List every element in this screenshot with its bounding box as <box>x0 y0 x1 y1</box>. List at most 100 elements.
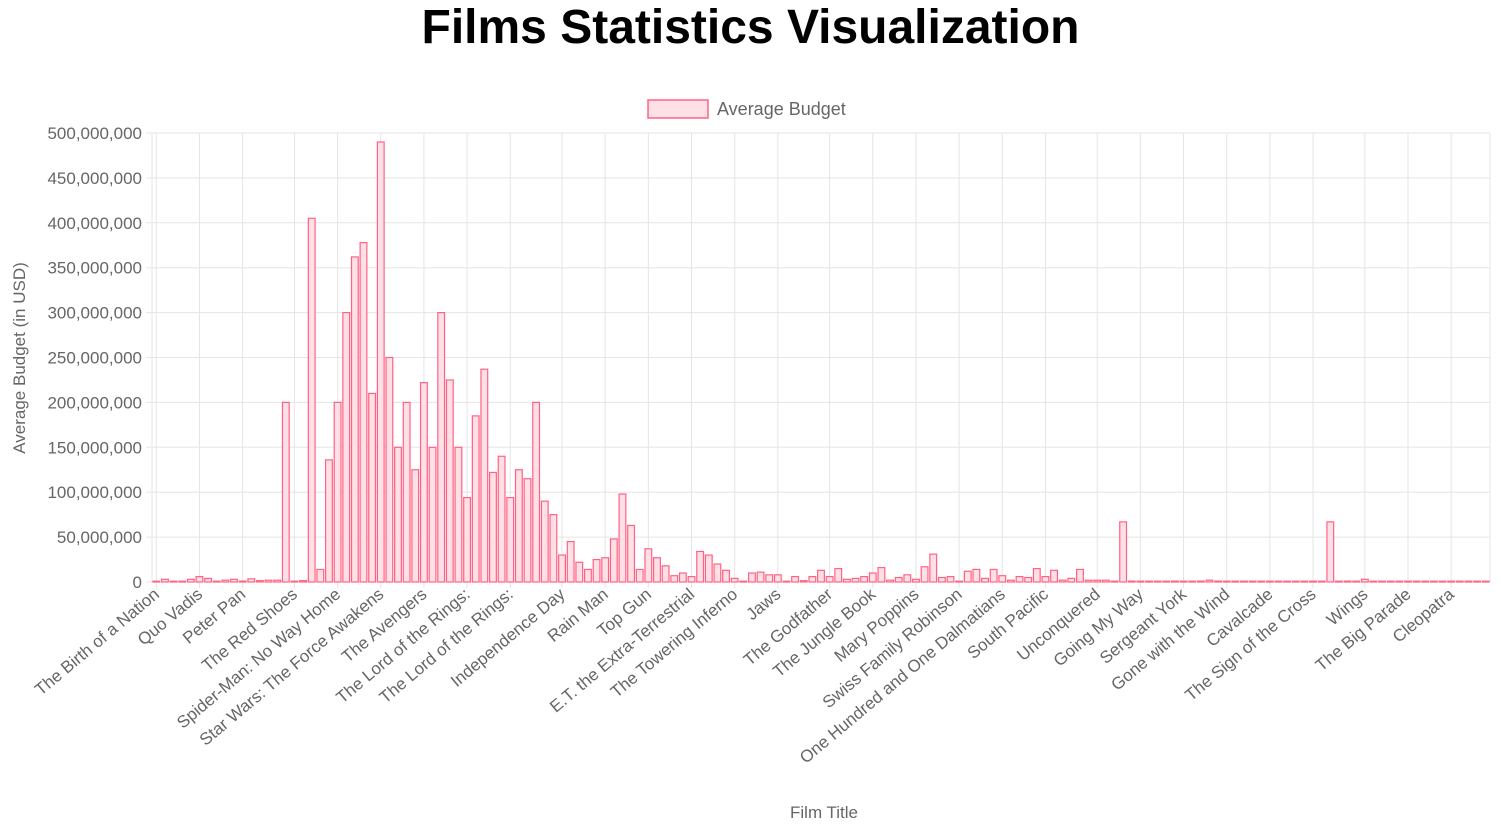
bar[interactable] <box>575 561 584 583</box>
bar[interactable] <box>221 579 230 583</box>
bar[interactable] <box>1188 580 1197 583</box>
bar[interactable] <box>359 241 368 583</box>
bar[interactable] <box>1291 580 1300 583</box>
bar[interactable] <box>1326 521 1335 583</box>
bar[interactable] <box>411 469 420 583</box>
bar[interactable] <box>1050 569 1059 583</box>
bar[interactable] <box>894 576 903 583</box>
bar[interactable] <box>963 570 972 583</box>
bar[interactable] <box>1015 576 1024 583</box>
bar[interactable] <box>350 256 359 583</box>
bar[interactable] <box>678 572 687 583</box>
bar[interactable] <box>1196 580 1205 583</box>
bar[interactable] <box>255 580 264 583</box>
bar[interactable] <box>1447 580 1456 583</box>
bar[interactable] <box>324 459 333 583</box>
bar[interactable] <box>1352 580 1361 583</box>
bar[interactable] <box>592 558 601 583</box>
bar[interactable] <box>877 567 886 583</box>
bar[interactable] <box>152 580 161 583</box>
bar[interactable] <box>653 557 661 583</box>
bar[interactable] <box>583 568 592 583</box>
bar[interactable] <box>687 576 696 583</box>
bar[interactable] <box>480 368 489 583</box>
bar[interactable] <box>609 538 618 583</box>
bar[interactable] <box>1214 580 1223 583</box>
legend[interactable]: Average Budget <box>647 99 846 119</box>
bar[interactable] <box>238 580 247 583</box>
bar[interactable] <box>808 576 817 583</box>
bar[interactable] <box>1006 579 1015 583</box>
bar[interactable] <box>722 569 731 583</box>
bar[interactable] <box>1481 580 1490 583</box>
bar[interactable] <box>713 563 722 583</box>
bar[interactable] <box>186 578 195 583</box>
bar[interactable] <box>428 446 437 583</box>
bar[interactable] <box>549 514 558 583</box>
bar[interactable] <box>523 478 532 583</box>
bar[interactable] <box>911 578 920 583</box>
bar[interactable] <box>212 580 221 583</box>
bar[interactable] <box>1136 580 1145 583</box>
bar[interactable] <box>489 471 497 583</box>
bar[interactable] <box>903 574 912 583</box>
bar[interactable] <box>532 401 541 583</box>
bar[interactable] <box>264 579 273 583</box>
bar[interactable] <box>1231 580 1240 583</box>
bar[interactable] <box>989 568 998 583</box>
bar[interactable] <box>1386 580 1395 583</box>
bar[interactable] <box>1334 580 1343 583</box>
bar[interactable] <box>834 567 843 583</box>
bar[interactable] <box>1317 580 1326 583</box>
bar[interactable] <box>1179 580 1188 583</box>
bar[interactable] <box>463 496 472 583</box>
bar[interactable] <box>497 455 506 583</box>
bar[interactable] <box>868 572 877 583</box>
bar[interactable] <box>1110 580 1119 583</box>
bar[interactable] <box>376 141 385 583</box>
bar[interactable] <box>247 578 256 583</box>
bar[interactable] <box>704 554 713 583</box>
legend-label[interactable]: Average Budget <box>717 99 846 119</box>
bar[interactable] <box>1343 580 1352 583</box>
bar[interactable] <box>1248 580 1257 583</box>
bar[interactable] <box>825 576 834 583</box>
bar[interactable] <box>601 557 610 583</box>
bar[interactable] <box>618 493 627 583</box>
bar[interactable] <box>290 580 299 583</box>
bar[interactable] <box>860 576 869 583</box>
bar[interactable] <box>1257 580 1266 583</box>
bar[interactable] <box>1395 580 1404 583</box>
bar[interactable] <box>1404 580 1412 583</box>
bar[interactable] <box>1101 579 1110 583</box>
bar[interactable] <box>627 524 636 583</box>
bar[interactable] <box>747 572 756 583</box>
bar[interactable] <box>281 401 290 583</box>
bar[interactable] <box>454 446 463 583</box>
bar[interactable] <box>1127 580 1136 583</box>
bar[interactable] <box>419 382 428 583</box>
bar[interactable] <box>972 568 981 583</box>
bar[interactable] <box>696 550 705 583</box>
bar[interactable] <box>791 576 800 583</box>
bar[interactable] <box>1438 580 1447 583</box>
bar[interactable] <box>368 392 377 583</box>
bar[interactable] <box>1084 579 1093 583</box>
bar[interactable] <box>1032 567 1041 583</box>
bar[interactable] <box>817 569 825 583</box>
bar[interactable] <box>782 580 791 583</box>
bar[interactable] <box>333 401 342 583</box>
bar[interactable] <box>1309 580 1318 583</box>
bar[interactable] <box>773 574 782 583</box>
bar[interactable] <box>920 566 929 583</box>
bar[interactable] <box>1205 579 1214 583</box>
bar[interactable] <box>1455 580 1464 583</box>
bar[interactable] <box>635 568 644 583</box>
bar[interactable] <box>1429 580 1438 583</box>
bar[interactable] <box>1265 580 1274 583</box>
bar[interactable] <box>1024 576 1033 583</box>
bar[interactable] <box>394 446 402 583</box>
bar[interactable] <box>1369 580 1378 583</box>
bar[interactable] <box>1421 580 1430 583</box>
bar[interactable] <box>437 312 446 583</box>
